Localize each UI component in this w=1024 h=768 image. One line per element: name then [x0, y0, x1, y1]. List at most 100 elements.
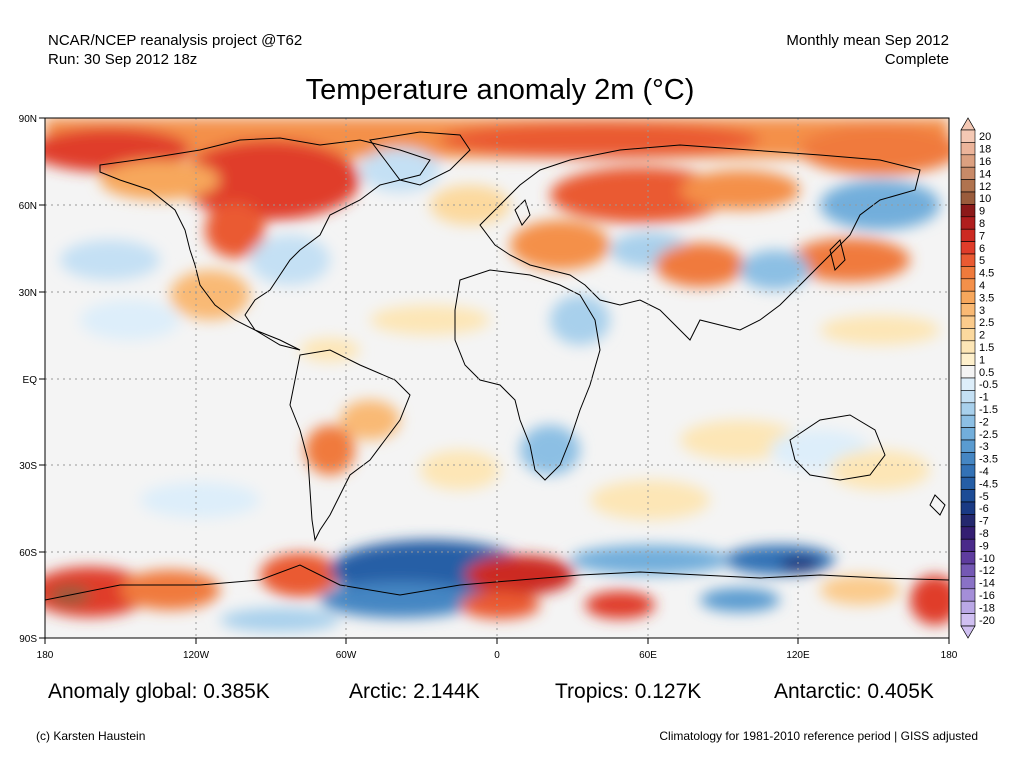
colorbar-label: -6	[979, 503, 989, 515]
colorbar-label: -4	[979, 466, 989, 478]
lat-label: 90S	[19, 634, 37, 645]
colorbar-label: -2.5	[979, 429, 998, 441]
colorbar-swatch	[960, 489, 976, 503]
colorbar-label: 14	[979, 168, 991, 180]
lon-labels: 180 120W 60W 0 60E 120E 180	[37, 650, 958, 661]
colorbar-swatch	[960, 427, 976, 441]
colorbar-label: -8	[979, 528, 989, 540]
stat-tropics: Tropics: 0.127K	[555, 680, 702, 703]
british-isles-coast	[514, 199, 531, 226]
colorbar-label: 16	[979, 156, 991, 168]
colorbar-swatch	[960, 303, 976, 317]
colorbar-label: 7	[979, 230, 985, 242]
colorbar-swatch	[960, 191, 976, 205]
colorbar-label: 10	[979, 193, 991, 205]
colorbar-swatch	[960, 464, 976, 478]
colorbar-swatch	[960, 576, 976, 590]
colorbar-label: -12	[979, 565, 995, 577]
lon-label: 120W	[183, 650, 210, 661]
colorbar-label: 5	[979, 255, 985, 267]
colorbar-swatch	[960, 414, 976, 428]
colorbar-label: -16	[979, 590, 995, 602]
lon-label: 60W	[336, 650, 357, 661]
colorbar-label: 9	[979, 206, 985, 218]
colorbar-swatch	[960, 390, 976, 404]
new-zealand-coast	[929, 494, 946, 516]
colorbar-swatch	[960, 526, 976, 540]
japan-coast	[829, 239, 846, 271]
lon-label: 120E	[786, 650, 810, 661]
colorbar-top-arrow	[960, 117, 976, 131]
colorbar-swatch	[960, 179, 976, 193]
colorbar-label: -9	[979, 540, 989, 552]
colorbar-label: -14	[979, 578, 995, 590]
colorbar-swatch	[960, 142, 976, 156]
status-line: Complete	[884, 51, 949, 68]
footer-credit: (c) Karsten Haustein	[36, 729, 146, 743]
colorbar-swatch	[960, 228, 976, 242]
colorbar-swatch	[960, 563, 976, 577]
colorbar-swatch	[960, 365, 976, 379]
colorbar-label: 8	[979, 218, 985, 230]
colorbar-swatch	[960, 266, 976, 280]
colorbar-label: -2	[979, 416, 989, 428]
colorbar-label: 6	[979, 243, 985, 255]
header-right: Monthly mean Sep 2012 Complete	[786, 31, 949, 69]
colorbar-bottom-arrow	[960, 625, 976, 639]
colorbar-label: -1.5	[979, 404, 998, 416]
antarctica-coast	[45, 564, 949, 601]
lon-label: 60E	[639, 650, 657, 661]
colorbar-swatch	[960, 241, 976, 255]
colorbar-label: 3	[979, 305, 985, 317]
colorbar-label: -7	[979, 516, 989, 528]
colorbar-swatch	[960, 600, 976, 614]
colorbar-label: -4.5	[979, 478, 998, 490]
colorbar-swatch	[960, 613, 976, 627]
colorbar-label: 4.5	[979, 268, 994, 280]
colorbar-swatch	[960, 340, 976, 354]
colorbar-swatch	[960, 290, 976, 304]
colorbar-label: -3.5	[979, 454, 998, 466]
lon-label: 180	[37, 650, 54, 661]
lat-label: EQ	[23, 375, 38, 386]
colorbar-swatch	[960, 377, 976, 391]
colorbar-label: -5	[979, 491, 989, 503]
north-america-coast	[99, 137, 431, 351]
lon-label: 0	[494, 650, 500, 661]
greenland-coast	[369, 131, 471, 186]
colorbar-swatch	[960, 352, 976, 366]
axis-ticks	[39, 117, 950, 644]
colorbar-swatch	[960, 315, 976, 329]
colorbar-swatch	[960, 328, 976, 342]
colorbar-swatch	[960, 278, 976, 292]
colorbar-label: 4	[979, 280, 985, 292]
colorbar-label: 12	[979, 181, 991, 193]
colorbar-swatch	[960, 551, 976, 565]
colorbar-swatch	[960, 253, 976, 267]
source-line: NCAR/NCEP reanalysis project @T62	[48, 32, 303, 49]
colorbar-swatch	[960, 154, 976, 168]
stat-antarctic: Antarctic: 0.405K	[774, 680, 934, 703]
colorbar-swatch	[960, 129, 976, 143]
colorbar-label: 1.5	[979, 342, 994, 354]
colorbar-swatch	[960, 439, 976, 453]
colorbar-label: 18	[979, 144, 991, 156]
lat-label: 60S	[19, 548, 37, 559]
lat-label: 30N	[19, 288, 37, 299]
colorbar-label: -10	[979, 553, 995, 565]
map-title: Temperature anomaly 2m (°C)	[305, 74, 695, 106]
colorbar-swatch	[960, 166, 976, 180]
colorbar-label: 2.5	[979, 317, 994, 329]
lat-labels: 90N 60N 30N EQ 30S 60S 90S	[19, 114, 38, 645]
footer-note: Climatology for 1981-2010 reference peri…	[659, 729, 978, 743]
period-line: Monthly mean Sep 2012	[786, 32, 949, 49]
colorbar-label: 3.5	[979, 292, 994, 304]
colorbar-swatch	[960, 452, 976, 466]
colorbar-label: 1	[979, 354, 985, 366]
colorbar-label: -18	[979, 602, 995, 614]
colorbar-swatch	[960, 588, 976, 602]
colorbar-label: -1	[979, 392, 989, 404]
colorbar-swatch	[960, 204, 976, 218]
lat-label: 90N	[19, 114, 37, 125]
